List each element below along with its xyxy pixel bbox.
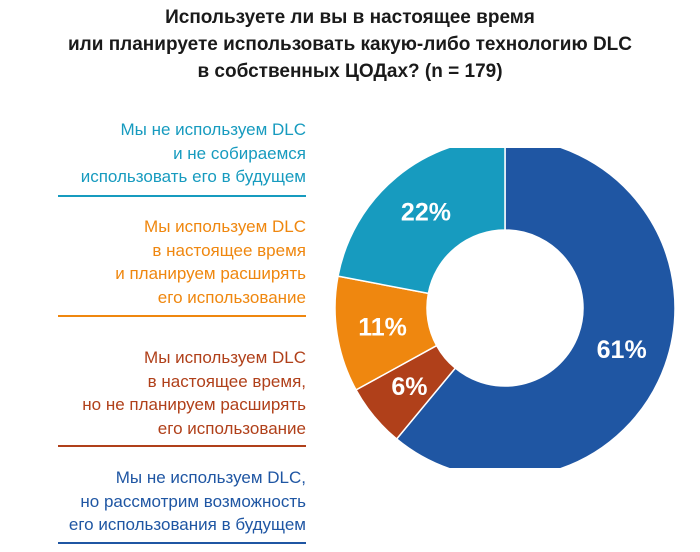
chart-title-line-1: Используете ли вы в настоящее время [165, 7, 535, 28]
legend-entry-using-expanding: Мы используем DLC в настоящее время и пл… [115, 215, 306, 309]
slice-value-label: 11% [358, 313, 407, 341]
legend-label-line: Мы не используем DLC, [115, 468, 306, 487]
legend-label-line: его использование [157, 418, 306, 438]
legend-label-line: его использование [157, 287, 306, 307]
legend-label-line: Мы не используем DLC [120, 120, 306, 139]
legend-label-line: в настоящее время [152, 240, 306, 260]
legend-underline-not-using-not-planning [58, 195, 306, 197]
slice-value-label: 6% [391, 373, 427, 401]
legend-label-line: но не планируем расширять [82, 395, 306, 414]
legend-label-line: в настоящее время, [147, 371, 306, 391]
legend-entry-using-not-expanding: Мы используем DLC в настоящее время, но … [82, 346, 306, 440]
slice-value-label: 61% [597, 336, 647, 364]
legend-entry-not-using-considering: Мы не используем DLC, но рассмотрим возм… [69, 466, 306, 537]
legend-underline-using-expanding [58, 315, 306, 317]
legend-label-line: Мы используем DLC [144, 348, 306, 367]
legend-entry-not-using-not-planning: Мы не используем DLC и не собираемся исп… [81, 118, 306, 189]
legend-label-line: но рассмотрим возможность [80, 491, 306, 511]
slice-value-label: 22% [401, 198, 451, 226]
legend-underline-using-not-expanding [58, 445, 306, 447]
legend-underline-not-using-considering [58, 542, 306, 544]
slice-not-using-considering [395, 148, 676, 468]
legend-label-line: и планируем расширять [115, 264, 306, 283]
chart-title: Используете ли вы в настоящее время или … [0, 4, 700, 85]
chart-title-line-2: или планируете использовать какую-либо т… [67, 34, 632, 55]
legend-label-line: Мы используем DLC [144, 217, 306, 236]
slice-not-using-not-planning [337, 148, 506, 295]
donut-chart: 61% 6% 11% 22% [334, 148, 676, 468]
legend-label-line: использовать его в будущем [80, 167, 306, 186]
chart-title-line-3: в собственных ЦОДах? (n = 179) [197, 61, 503, 82]
legend-label-line: и не собираемся [173, 143, 306, 163]
legend-label-line: его использования в будущем [68, 515, 306, 534]
